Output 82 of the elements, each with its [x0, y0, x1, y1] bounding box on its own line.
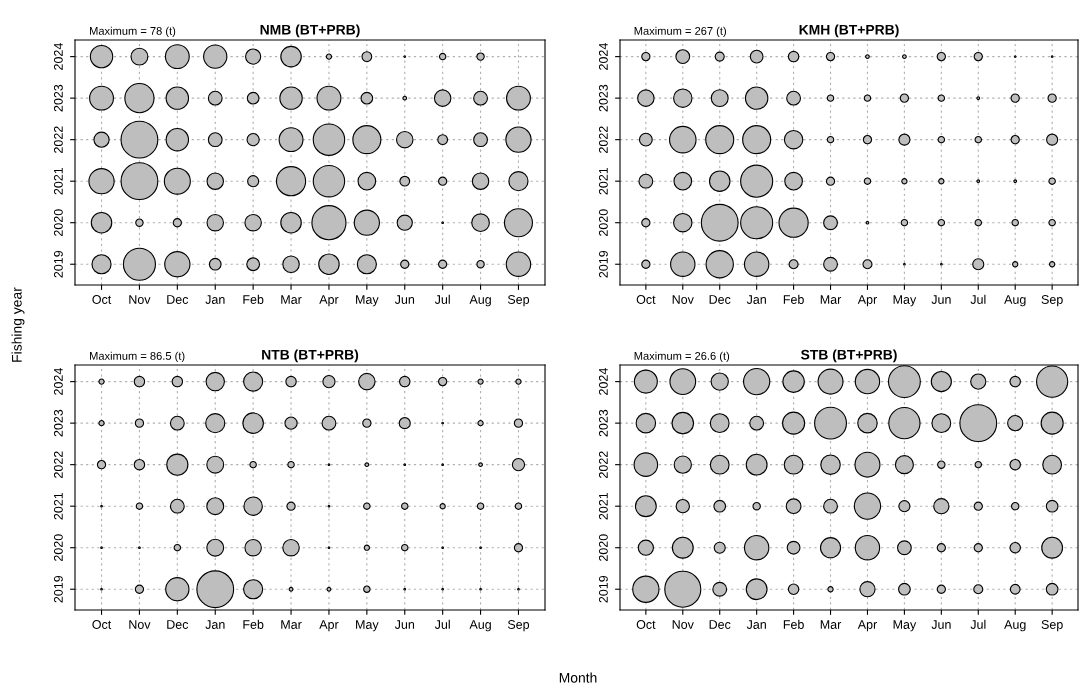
x-tick-label: Oct: [636, 620, 656, 629]
y-tick-label: 2020: [598, 209, 608, 236]
x-tick-label: Jan: [205, 620, 225, 629]
x-tick-label: Aug: [1004, 295, 1026, 307]
x-tick-label: Nov: [672, 295, 694, 304]
x-tick-label: Feb: [783, 294, 804, 304]
x-tick-label: Oct: [92, 295, 112, 304]
x-tick-label: Apr: [857, 295, 877, 307]
text: Maximum = 78 (t): [90, 26, 176, 38]
y-tick-label: 2023: [598, 409, 608, 437]
x-tick-label: Sep: [1041, 295, 1063, 307]
x-tick-label: Jan: [205, 295, 225, 304]
x-tick-label: May: [356, 620, 379, 632]
y-tick-label: 2019: [598, 575, 608, 603]
x-tick-label: Mar: [281, 620, 302, 629]
x-tick-label: Jul: [970, 619, 986, 629]
x-tick-label: May: [893, 295, 917, 307]
y-tick-label: 2023: [53, 84, 63, 112]
y-tick-label: 2020: [598, 534, 608, 561]
y-tick-label: 2024: [598, 368, 608, 395]
x-tick-label: Jul: [434, 619, 450, 629]
x-tick-label: Aug: [1004, 620, 1026, 632]
y-tick-label: 2024: [53, 43, 63, 70]
x-tick-label: Oct: [636, 295, 656, 304]
y-tick-label: 2022: [598, 451, 608, 478]
x-tick-label: Mar: [820, 620, 842, 629]
x-tick-label: Mar: [820, 295, 842, 304]
chart-title: NMB (BT+PRB): [260, 24, 360, 38]
y-tick-label: 2019: [598, 250, 608, 278]
x-tick-label: Jan: [746, 295, 766, 304]
x-tick-label: May: [356, 295, 379, 307]
x-tick-label: Sep: [1041, 620, 1063, 632]
x-tick-label: Apr: [857, 620, 877, 632]
x-tick-label: Sep: [507, 295, 530, 307]
x-tick-label: Oct: [92, 620, 112, 629]
y-tick-label: 2023: [53, 409, 63, 437]
x-tick-label: Nov: [672, 620, 694, 629]
y-tick-label: 2021: [598, 492, 608, 520]
x-tick-label: Mar: [281, 295, 302, 304]
y-tick-label: 2019: [53, 575, 63, 603]
text: Maximum = 267 (t): [634, 26, 726, 38]
x-tick-label: Jun: [394, 620, 415, 629]
y-tick-label: 2020: [53, 534, 63, 561]
x-tick-label: Jun: [394, 295, 415, 304]
chart-title: STB (BT+PRB): [800, 349, 897, 363]
y-tick-label: 2021: [598, 167, 608, 195]
y-tick-label: 2024: [53, 368, 63, 395]
x-tick-label: Feb: [783, 619, 804, 629]
x-tick-label: Jun: [931, 295, 951, 304]
text: Maximum = 86.5 (t): [90, 351, 185, 363]
y-tick-label: 2022: [598, 126, 608, 153]
y-tick-label: 2021: [53, 167, 63, 195]
x-tick-label: Jan: [746, 620, 766, 629]
chart-title: NTB (BT+PRB): [262, 349, 359, 363]
x-tick-label: Jul: [970, 294, 986, 304]
x-tick-label: Aug: [469, 295, 491, 307]
x-tick-label: Feb: [243, 619, 264, 629]
x-tick-label: Nov: [129, 295, 151, 304]
x-axis-title: Month: [559, 672, 597, 683]
x-tick-label: Aug: [469, 620, 491, 632]
x-tick-label: Apr: [319, 620, 339, 632]
y-tick-label: 2023: [598, 84, 608, 112]
x-tick-label: Dec: [167, 620, 189, 629]
y-tick-label: 2019: [53, 250, 63, 278]
y-tick-label: 2022: [53, 126, 63, 153]
x-tick-label: Apr: [319, 295, 339, 307]
y-tick-label: 2024: [598, 43, 608, 70]
y-tick-label: 2022: [53, 451, 63, 478]
y-tick-label: 2021: [53, 492, 63, 520]
y-tick-label: 2020: [53, 209, 63, 236]
x-tick-label: Feb: [243, 294, 264, 304]
x-tick-label: Sep: [507, 620, 530, 632]
x-tick-label: Jun: [931, 620, 951, 629]
x-tick-label: May: [893, 620, 917, 632]
x-tick-label: Dec: [167, 295, 189, 304]
x-tick-label: Dec: [709, 295, 731, 304]
text: Maximum = 26.6 (t): [634, 351, 730, 363]
chart-title: KMH (BT+PRB): [799, 24, 899, 38]
x-tick-label: Nov: [129, 620, 151, 629]
y-axis-title: Fishing year: [11, 287, 25, 362]
x-tick-label: Jul: [434, 294, 450, 304]
x-tick-label: Dec: [709, 620, 731, 629]
